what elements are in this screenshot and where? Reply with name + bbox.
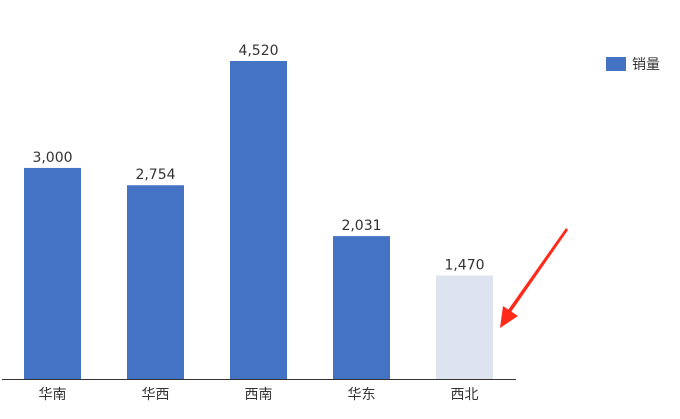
data-label: 4,520 (238, 43, 278, 59)
x-tick-label: 华东 (348, 387, 376, 403)
x-tick-label: 华南 (39, 387, 67, 403)
bar-0 (24, 167, 81, 379)
annotation-arrow-head (500, 306, 518, 328)
x-tick-label: 西北 (451, 387, 479, 403)
legend-swatch (606, 57, 626, 71)
data-label: 2,754 (135, 167, 175, 183)
x-tick-label: 华西 (142, 387, 170, 403)
data-label: 3,000 (32, 150, 72, 166)
bar-1 (127, 185, 184, 379)
legend: 销量 (606, 54, 660, 74)
data-label: 2,031 (341, 218, 381, 234)
annotation-arrow-shaft (508, 228, 568, 312)
x-tick-label: 西南 (245, 387, 273, 403)
data-label: 1,470 (444, 258, 484, 274)
bar-3 (333, 236, 390, 379)
bar-2 (230, 61, 287, 379)
legend-label: 销量 (632, 57, 660, 73)
bar-4 (436, 275, 493, 379)
